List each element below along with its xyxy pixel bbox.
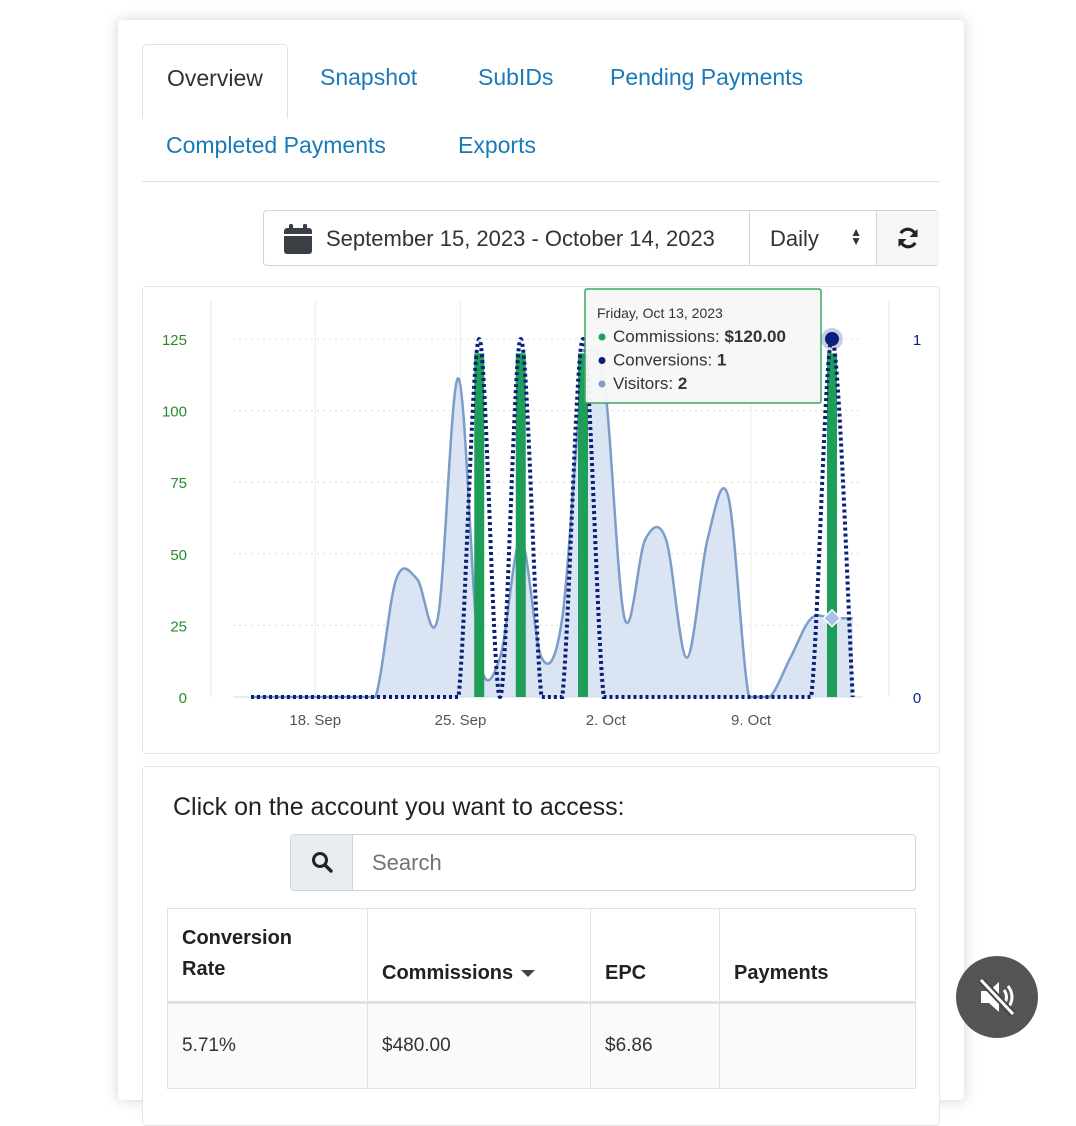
accounts-panel: Click on the account you want to access:… bbox=[142, 766, 940, 1126]
accounts-heading: Click on the account you want to access: bbox=[173, 793, 625, 821]
commission-bar bbox=[515, 353, 526, 697]
visitors-area bbox=[251, 348, 853, 697]
y-axis-left-tick: 75 bbox=[170, 475, 187, 492]
tab-subids[interactable]: SubIDs bbox=[478, 64, 554, 90]
chart-canvas: 0 25 50 75 100 125 0 1 18. Sep 25. Sep 2. Oct 9. Oc… bbox=[162, 288, 921, 729]
tab-snapshot[interactable]: Snapshot bbox=[320, 64, 418, 90]
search-addon bbox=[291, 835, 353, 890]
column-header-commissions[interactable]: Commissions bbox=[367, 908, 591, 1004]
column-label: Commissions bbox=[382, 962, 514, 984]
affiliate-dashboard-panel: Overview Snapshot SubIDs Pending Payment… bbox=[118, 20, 964, 1126]
tab-exports[interactable]: Exports bbox=[458, 132, 536, 158]
period-select[interactable]: Daily ▲ ▼ bbox=[750, 211, 877, 265]
column-label: EPC bbox=[605, 962, 647, 984]
cell-conversion-rate: 5.71% bbox=[167, 1002, 368, 1089]
refresh-button[interactable] bbox=[877, 211, 939, 265]
y-axis-left-tick: 0 bbox=[179, 690, 187, 707]
visitor-marker bbox=[822, 608, 842, 628]
refresh-icon bbox=[898, 227, 918, 249]
cell-commissions: $480.00 bbox=[367, 1002, 591, 1089]
search-group bbox=[290, 834, 916, 891]
column-label: Payments bbox=[734, 962, 829, 984]
date-range-picker[interactable]: September 15, 2023 - October 14, 2023 bbox=[264, 211, 750, 265]
column-header-epc[interactable]: EPC bbox=[590, 908, 720, 1004]
tab-pending-payments[interactable]: Pending Payments bbox=[610, 64, 804, 90]
x-axis-tick: 9. Oct bbox=[731, 712, 772, 729]
date-toolbar: September 15, 2023 - October 14, 2023 Da… bbox=[263, 210, 939, 266]
y-axis-right-tick: 0 bbox=[913, 690, 921, 707]
mute-button[interactable] bbox=[956, 956, 1038, 1038]
visitors-line bbox=[251, 347, 853, 699]
tooltip-bullet bbox=[598, 380, 606, 388]
tab-overview[interactable]: Overview bbox=[142, 44, 288, 119]
y-axis-left-tick: 50 bbox=[170, 547, 187, 564]
tab-completed-payments[interactable]: Completed Payments bbox=[166, 132, 386, 158]
y-axis-left-tick: 100 bbox=[162, 404, 187, 421]
x-axis-tick: 18. Sep bbox=[289, 712, 341, 729]
tooltip-date: Friday, Oct 13, 2023 bbox=[597, 305, 723, 321]
y-axis-left-tick: 125 bbox=[162, 332, 187, 349]
speaker-muted-icon bbox=[978, 977, 1016, 1017]
x-axis-tick: 25. Sep bbox=[435, 712, 487, 729]
chart-tooltip bbox=[584, 288, 822, 404]
commission-bar bbox=[578, 353, 588, 697]
column-label: Conversion Rate bbox=[182, 927, 293, 980]
commission-bar bbox=[474, 353, 485, 697]
select-caret-icon: ▲ ▼ bbox=[850, 225, 862, 248]
tooltip-bullet bbox=[598, 357, 606, 364]
search-input[interactable] bbox=[354, 835, 914, 890]
cell-epc: $6.86 bbox=[590, 1002, 720, 1089]
column-header-payments[interactable]: Payments bbox=[719, 908, 916, 1004]
y-axis-right-tick: 1 bbox=[913, 332, 921, 349]
column-header-conversion-rate[interactable]: Conversion Rate bbox=[167, 908, 368, 1004]
tooltip-row: Commissions: $120.00 bbox=[613, 327, 786, 346]
tab-bar: Overview Snapshot SubIDs Pending Payment… bbox=[142, 44, 940, 182]
cell-payments bbox=[719, 1002, 916, 1089]
date-range-text: September 15, 2023 - October 14, 2023 bbox=[326, 226, 715, 251]
period-value: Daily bbox=[770, 226, 819, 251]
tooltip-bullet bbox=[598, 333, 606, 341]
tooltip-row: Visitors: 2 bbox=[613, 374, 687, 393]
accounts-table: Conversion Rate Commissions EPC Payments… bbox=[167, 908, 916, 1089]
x-axis-tick: 2. Oct bbox=[586, 712, 627, 729]
tooltip-row: Conversions: 1 bbox=[613, 351, 726, 370]
sort-desc-icon bbox=[521, 970, 536, 978]
conversions-line bbox=[251, 336, 855, 700]
performance-chart: 0 25 50 75 100 125 0 1 18. Sep 25. Sep 2. Oct 9. Oc… bbox=[142, 286, 940, 754]
conversion-marker bbox=[825, 332, 839, 346]
table-row[interactable]: 5.71% $480.00 $6.86 bbox=[167, 1002, 916, 1089]
search-icon bbox=[312, 852, 333, 873]
calendar-icon bbox=[284, 224, 312, 254]
y-axis-left-tick: 25 bbox=[170, 618, 187, 635]
commission-bar bbox=[827, 353, 837, 697]
